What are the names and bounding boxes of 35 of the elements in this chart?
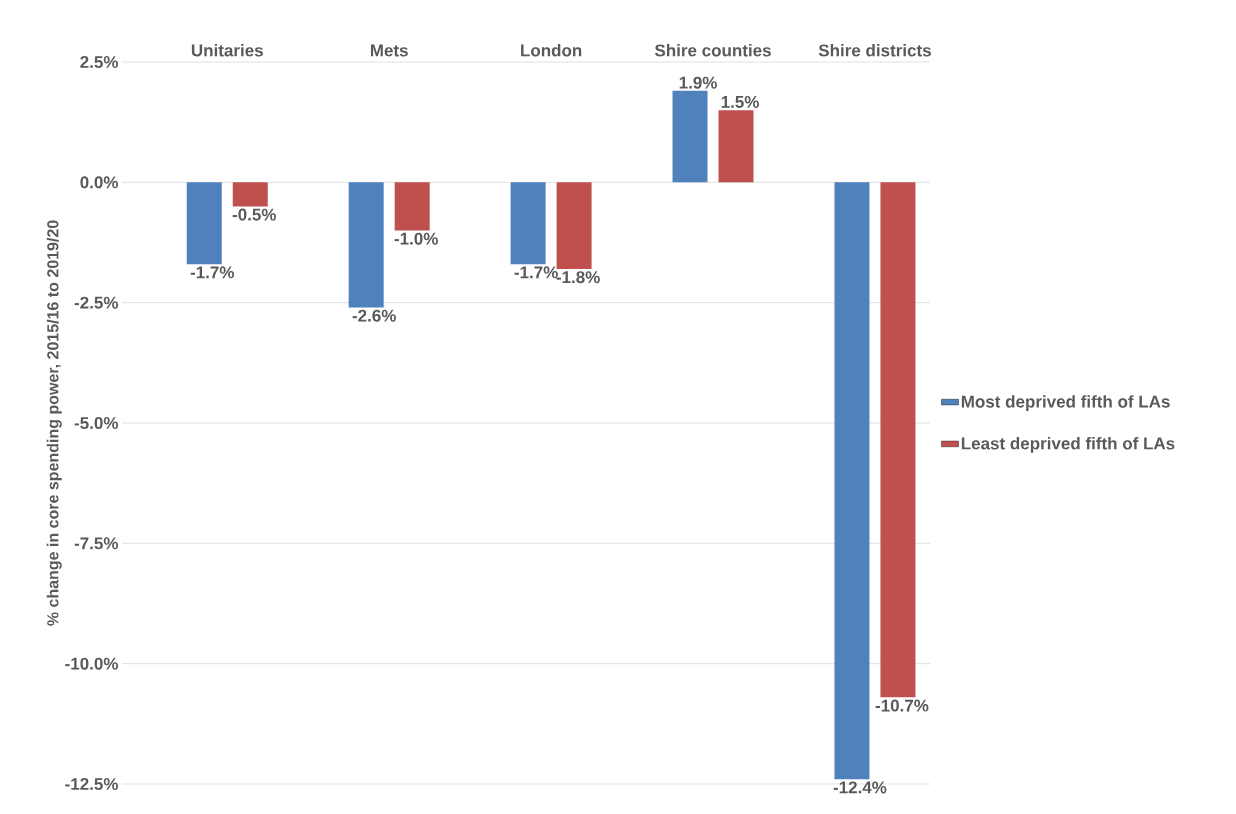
y-tick-label: 2.5% — [80, 55, 119, 69]
bar — [834, 182, 870, 780]
data-label: -12.4% — [833, 781, 887, 794]
y-tick-label: 0.0% — [80, 176, 119, 189]
bar — [510, 182, 546, 265]
x-tick-label: Shire counties — [654, 43, 771, 57]
bar — [556, 182, 592, 269]
data-label: -1.7% — [190, 266, 234, 279]
y-tick-label: -5.0% — [74, 416, 119, 430]
data-label: -0.5% — [232, 208, 276, 221]
y-tick-label: -2.5% — [74, 296, 119, 309]
data-label: -2.6% — [352, 309, 396, 322]
data-label: -1.7% — [514, 266, 558, 279]
data-label: -1.0% — [394, 232, 438, 245]
bar — [186, 182, 222, 265]
legend-label: Most deprived fifth of LAs — [961, 395, 1170, 412]
x-tick-label: Mets — [370, 44, 408, 57]
bar — [880, 182, 916, 698]
bar — [348, 182, 384, 308]
data-label: -1.8% — [556, 271, 600, 284]
data-label: 1.5% — [721, 95, 759, 108]
x-tick-label: London — [521, 43, 582, 57]
bar — [672, 90, 708, 183]
y-tick-label: -7.5% — [74, 537, 119, 550]
legend-label: Least deprived fifth of LAs — [961, 437, 1175, 453]
bar — [394, 182, 430, 231]
bar — [232, 182, 268, 207]
data-label: 1.9% — [679, 76, 717, 89]
y-tick-label: -12.5% — [65, 777, 119, 791]
data-label: -10.7% — [875, 699, 929, 712]
x-tick-label: Unitaries — [191, 43, 263, 57]
bar — [718, 110, 754, 183]
y-tick-label: -10.0% — [65, 657, 119, 670]
x-tick-label: Shire districts — [818, 43, 931, 57]
y-axis-title: % change in core spending power, 2015/16 to 2019/20 — [46, 220, 62, 626]
